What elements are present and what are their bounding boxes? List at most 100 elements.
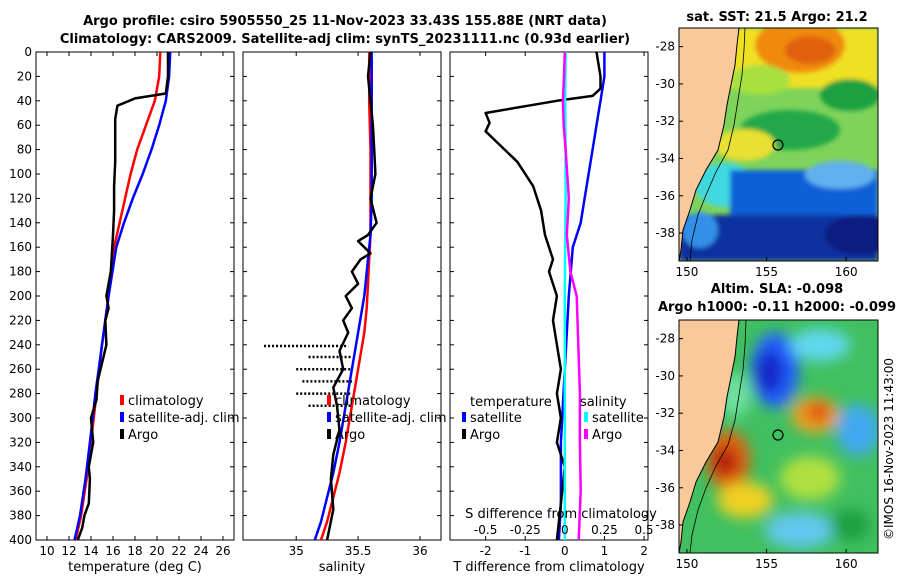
- ytick-label: 220: [9, 313, 32, 327]
- temperature-series-argo: [76, 52, 170, 541]
- ytick-label: 260: [9, 362, 32, 376]
- sla-map: -28 -30 -32 -34 -36 -38 150 155 160: [655, 319, 879, 571]
- salinity-xtick-label: 35: [289, 544, 304, 558]
- sst_map-ytick-label: -38: [655, 226, 675, 240]
- difference-xtick-label: 2: [640, 544, 648, 558]
- ytick-label: 400: [9, 533, 32, 547]
- sla_map-ytick-label: -34: [655, 443, 675, 457]
- sla-field: [706, 329, 878, 548]
- sst-map-frame: [678, 27, 879, 262]
- difference-series-temperature-satellite: [557, 52, 606, 541]
- ytick-label: 40: [17, 94, 32, 108]
- sst-profile-marker: [772, 139, 784, 151]
- sla-land: [679, 320, 739, 553]
- sla_map-xtick-label: 160: [835, 557, 858, 571]
- figure-title-line2: Climatology: CARS2009. Satellite-adj cli…: [59, 32, 631, 47]
- ytick-label: 360: [9, 484, 32, 498]
- sst_map-ytick-label: -34: [655, 151, 675, 165]
- salinity-legend-label: satellite-adj. clim: [335, 411, 447, 426]
- sla-profile-marker: [772, 429, 784, 441]
- salinity-panel: 35 35.5 36 salinity climatology satellite-adj…: [242, 51, 447, 575]
- sst_map-ytick-label: -30: [655, 77, 675, 91]
- salinity-legend-label: climatology: [335, 394, 411, 409]
- sst-coastline: [679, 28, 740, 261]
- salinity-xtick-label: 36: [412, 544, 427, 558]
- sst-land: [679, 28, 739, 261]
- sst-map-title: sat. SST: 21.5 Argo: 21.2: [686, 10, 868, 25]
- ytick-label: 380: [9, 509, 32, 523]
- temperature-xtick-label: 10: [39, 544, 54, 558]
- difference-panel: -2 -1 0 1 2 T difference from climatology temp…: [449, 51, 657, 575]
- ytick-label: 340: [9, 460, 32, 474]
- difference-xlabel: T difference from climatology: [452, 560, 645, 575]
- sst-map: -28 -30 -32 -34 -36 -38 150 155 160: [655, 27, 879, 279]
- temperature-xtick-label: 18: [127, 544, 142, 558]
- top-xtick-label: 0.25: [591, 523, 618, 537]
- ytick-label: 200: [9, 289, 32, 303]
- sst_map-ytick-label: -32: [655, 114, 675, 128]
- sla-map-frame: [678, 319, 879, 554]
- salinity-legend-label: Argo: [592, 428, 622, 443]
- ytick-label: 160: [9, 240, 32, 254]
- temperature-xlabel: temperature (deg C): [68, 560, 202, 575]
- salinity-xlabel: salinity: [319, 560, 366, 575]
- legend-title-salinity: salinity: [580, 395, 627, 410]
- ytick-label: 60: [17, 118, 32, 132]
- temperature-legend-label: satellite: [470, 411, 522, 426]
- ytick-label: 0: [24, 45, 32, 59]
- difference-xtick-label: -2: [480, 544, 492, 558]
- salinity-legend-label: Argo: [335, 428, 365, 443]
- sla-bathy-contour: [689, 320, 747, 553]
- sla_map-ytick-label: -30: [655, 369, 675, 383]
- temperature-xtick-label: 22: [171, 544, 186, 558]
- legend-title-temperature: temperature: [470, 395, 552, 410]
- salinity-xtick-label: 35.5: [345, 544, 372, 558]
- ytick-label: 180: [9, 265, 32, 279]
- ytick-label: 100: [9, 167, 32, 181]
- salinity-series-satellite-adj-clim: [313, 52, 373, 541]
- salinity-legend-label: satellite: [592, 411, 644, 426]
- sst_map-xtick-label: 155: [755, 265, 778, 279]
- temperature-axes-frame: [35, 51, 235, 541]
- difference-axes-frame: [449, 51, 649, 541]
- temperature-xtick-label: 20: [149, 544, 164, 558]
- ytick-label: 120: [9, 191, 32, 205]
- temperature-series-satellite-adj-clim: [73, 51, 172, 541]
- temperature-xtick-label: 14: [83, 544, 98, 558]
- sst_map-ytick-label: -28: [655, 40, 675, 54]
- temperature-xtick-label: 12: [61, 544, 76, 558]
- sst-bathy-contour: [689, 28, 746, 261]
- sst_map-xtick-label: 160: [835, 265, 858, 279]
- sla_map-ytick-label: -36: [655, 481, 675, 495]
- temperature-panel: 0 20 40 60 80 100 120 140 160 180 200 220 240 260 280 3…: [9, 45, 240, 575]
- ytick-label: 320: [9, 435, 32, 449]
- difference-series-salinity-argo: [561, 51, 582, 541]
- sla_map-ytick-label: -28: [655, 332, 675, 346]
- difference-xtick-label: 0: [561, 544, 569, 558]
- sla-map-title-line1: Altim. SLA: -0.098: [710, 282, 844, 297]
- temperature-legend-label: Argo: [128, 428, 158, 443]
- temperature-legend-label: satellite-adj. clim: [128, 411, 240, 426]
- difference-xtick-label: 1: [601, 544, 609, 558]
- top-xtick-label: -0.5: [474, 523, 497, 537]
- top-xtick-label: 0.5: [634, 523, 653, 537]
- figure-title-line1: Argo profile: csiro 5905550_25 11-Nov-20…: [83, 14, 607, 29]
- top-xtick-label: 0: [561, 523, 569, 537]
- temperature-legend-label: Argo: [470, 428, 500, 443]
- ytick-label: 300: [9, 411, 32, 425]
- difference-xtick-label: -1: [519, 544, 531, 558]
- sst_map-xtick-label: 150: [676, 265, 699, 279]
- ytick-label: 20: [17, 69, 32, 83]
- temperature-xtick-label: 16: [105, 544, 120, 558]
- temperature-xtick-label: 26: [215, 544, 230, 558]
- ytick-label: 80: [17, 143, 32, 157]
- sst_map-ytick-label: -36: [655, 189, 675, 203]
- sla-coastline: [679, 320, 740, 553]
- sla_map-ytick-label: -38: [655, 518, 675, 532]
- sla_map-ytick-label: -32: [655, 406, 675, 420]
- sla_map-xtick-label: 150: [676, 557, 699, 571]
- ytick-label: 240: [9, 338, 32, 352]
- top-xtick-label: -0.25: [510, 523, 541, 537]
- salinity-series-argo: [325, 51, 378, 541]
